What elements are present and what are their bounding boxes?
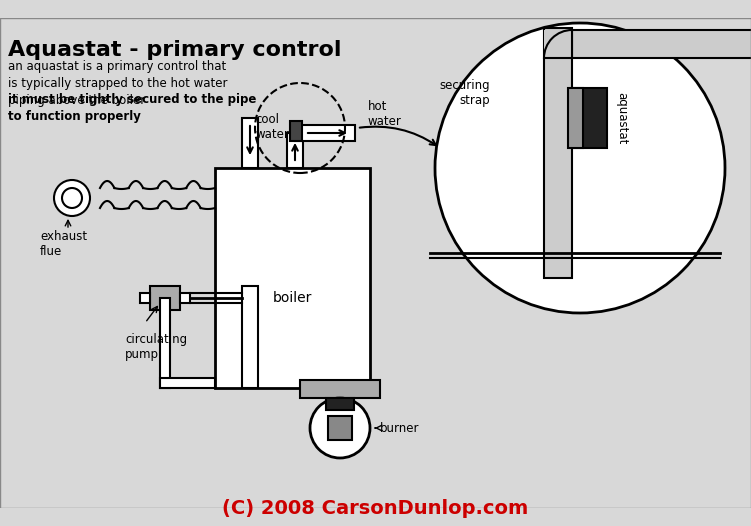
Bar xyxy=(242,118,258,168)
Bar xyxy=(544,28,572,278)
Circle shape xyxy=(435,23,725,313)
Circle shape xyxy=(62,188,82,208)
Text: aquastat: aquastat xyxy=(615,92,628,144)
Text: exhaust
flue: exhaust flue xyxy=(40,230,87,258)
Text: boiler: boiler xyxy=(273,291,312,305)
Text: Aquastat - primary control: Aquastat - primary control xyxy=(8,40,342,60)
Bar xyxy=(544,30,572,58)
Bar xyxy=(160,298,170,388)
Bar xyxy=(180,293,190,303)
Circle shape xyxy=(54,180,90,216)
Text: cool
water: cool water xyxy=(255,113,289,141)
Bar xyxy=(568,88,583,148)
Text: (C) 2008 CarsonDunlop.com: (C) 2008 CarsonDunlop.com xyxy=(222,499,529,519)
Text: hot
water: hot water xyxy=(368,100,402,128)
Bar xyxy=(215,168,370,388)
Wedge shape xyxy=(544,30,572,58)
Bar xyxy=(160,378,215,388)
Bar xyxy=(326,398,354,410)
Bar xyxy=(328,416,352,440)
Bar xyxy=(572,88,607,148)
Bar xyxy=(295,125,355,141)
Bar xyxy=(572,30,751,58)
Bar xyxy=(300,380,380,398)
Bar xyxy=(287,133,303,168)
Bar xyxy=(150,286,180,310)
Circle shape xyxy=(310,398,370,458)
Bar xyxy=(290,121,302,141)
Text: securing
strap: securing strap xyxy=(439,79,490,107)
Text: it must be tightly secured to the pipe
to function properly: it must be tightly secured to the pipe t… xyxy=(8,93,256,123)
Bar xyxy=(242,286,258,388)
Text: burner: burner xyxy=(380,421,420,434)
Text: circulating
pump: circulating pump xyxy=(125,333,187,361)
Bar xyxy=(140,293,150,303)
Text: an aquastat is a primary control that
is typically strapped to the hot water
pip: an aquastat is a primary control that is… xyxy=(8,60,228,107)
